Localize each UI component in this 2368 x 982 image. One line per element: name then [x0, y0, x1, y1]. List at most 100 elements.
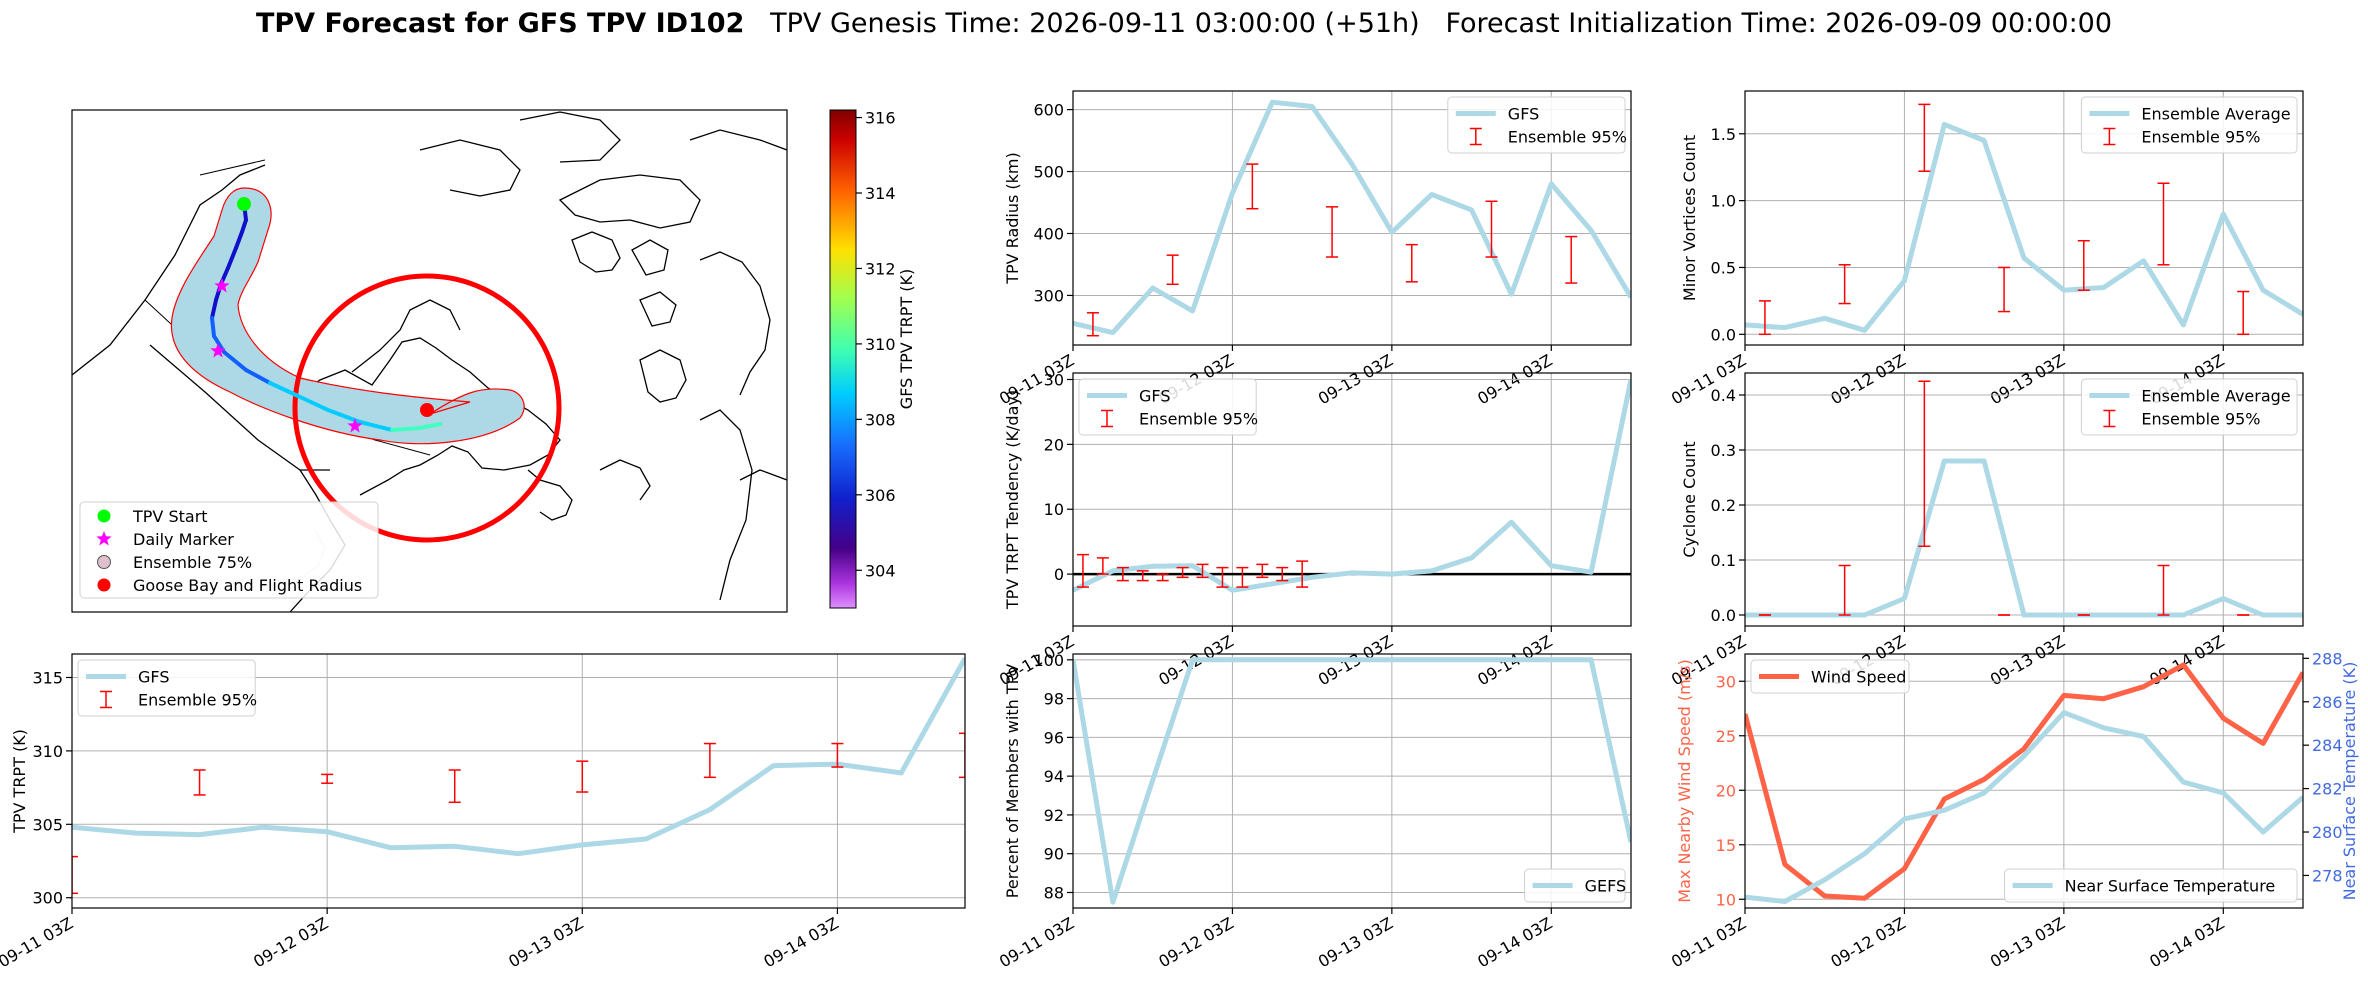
plot-area	[72, 657, 965, 895]
coastline	[519, 111, 621, 163]
plot-area	[1073, 657, 1631, 905]
plot-area	[1745, 662, 2303, 904]
legend-daily-marker-icon	[96, 531, 112, 546]
coastline	[739, 469, 787, 481]
coastline	[419, 139, 521, 197]
series-line-gfs	[72, 657, 965, 857]
legend-label: TPV Start	[132, 507, 208, 526]
error-bar	[1136, 570, 1149, 582]
y2-tick-label: 288	[2312, 649, 2343, 668]
series-line-near-surface-temperature	[1745, 710, 2303, 904]
y-axis-label: Max Nearby Wind Speed (m/s)	[1675, 659, 1694, 902]
track-segment	[222, 350, 248, 372]
y-tick-label: 500	[1033, 163, 1064, 182]
legend-box	[1750, 659, 1910, 694]
colorbar-tick-label: 310	[865, 335, 896, 354]
legend-ensemble-icon	[97, 555, 111, 569]
error-bar	[1166, 254, 1179, 286]
y-tick-label: 92	[1044, 806, 1064, 825]
error-bar	[72, 855, 78, 895]
error-bar	[1236, 566, 1249, 588]
error-bar	[1176, 566, 1189, 579]
legend-label: Ensemble 95%	[138, 691, 257, 710]
y-axis-label: Cyclone Count	[1680, 441, 1699, 557]
legend-label: Daily Marker	[133, 530, 234, 549]
error-bar	[1096, 557, 1109, 575]
error-bar	[1485, 200, 1498, 258]
axes-frame	[71, 653, 966, 909]
x-tick-label: 09-12 03Z	[1827, 913, 1908, 971]
coastline	[351, 299, 461, 373]
y-tick-label: 20	[1044, 435, 1064, 454]
error-bar	[1256, 563, 1269, 579]
y-tick-label: 20	[1716, 781, 1736, 800]
error-bar	[1405, 243, 1418, 283]
error-bar	[2157, 182, 2170, 266]
map-legend: TPV Start Daily Marker Ensemble 75% Goose B…	[79, 501, 379, 599]
y-tick-label: 600	[1033, 101, 1064, 120]
colorbar-tick-label: 312	[865, 259, 896, 278]
legend: Ensemble Average Ensemble 95%	[2080, 96, 2298, 154]
error-bar	[1296, 560, 1309, 588]
y-axis-label: TPV TRPT (K)	[10, 729, 29, 834]
colorbar-tick-label: 304	[865, 561, 896, 580]
y-tick-label: 0.2	[1711, 496, 1736, 515]
legend-label: GFS	[1508, 105, 1539, 124]
legend: Ensemble Average Ensemble 95%	[2080, 378, 2298, 436]
daily-marker-star	[214, 278, 230, 293]
track-segment	[358, 420, 394, 432]
track-segment	[234, 230, 244, 250]
coastline	[558, 174, 701, 229]
track-segment	[390, 426, 422, 432]
legend-box	[79, 501, 379, 599]
daily-marker-star	[347, 418, 363, 433]
y-tick-label: 305	[32, 815, 63, 834]
error-bar	[1998, 266, 2011, 313]
error-bar	[1918, 103, 1931, 172]
series-line-gefs	[1073, 657, 1631, 905]
error-bar	[1758, 300, 1771, 336]
flight-radius-circle	[292, 273, 562, 543]
legend-label: Ensemble 75%	[133, 553, 252, 572]
legend: GEFS	[1524, 868, 1626, 903]
legend-label: Goose Bay and Flight Radius	[133, 576, 362, 595]
legend-label: Ensemble 95%	[1139, 410, 1258, 429]
x-tick-label: 09-14 03Z	[2146, 913, 2227, 971]
legend-label: GFS	[1139, 387, 1170, 406]
y2-tick-label: 280	[2312, 823, 2343, 842]
track-segment	[244, 368, 272, 385]
error-bar	[1276, 566, 1289, 582]
legend: GFS Ensemble 95%	[1078, 378, 1258, 436]
figure-title: TPV Forecast for GFS TPV ID102 TPV Genes…	[0, 8, 2368, 39]
axes-frame	[1744, 372, 2304, 627]
y-tick-label: 400	[1033, 224, 1064, 243]
axes-frame	[1744, 653, 2304, 909]
plot-area	[1073, 99, 1631, 337]
ensemble-75-envelope	[170, 187, 525, 445]
x-tick-label: 09-13 03Z	[1987, 913, 2068, 971]
error-bar	[193, 769, 206, 796]
y-tick-label: 310	[32, 742, 63, 761]
y-tick-label: 1.5	[1711, 125, 1736, 144]
y-tick-label: 94	[1044, 767, 1064, 786]
y2-tick-label: 284	[2312, 736, 2343, 755]
genesis-time: TPV Genesis Time: 2026-09-11 03:00:00 (+…	[770, 8, 1420, 39]
axes-frame	[1072, 653, 1632, 909]
error-bar	[1216, 566, 1229, 588]
coastline	[699, 409, 753, 601]
legend-label: Ensemble 95%	[2141, 410, 2260, 429]
y-tick-label: 98	[1044, 690, 1064, 709]
y-tick-label: 0.1	[1711, 551, 1736, 570]
y-tick-label: 100	[1033, 651, 1064, 670]
colorbar-tick-label: 314	[865, 184, 896, 203]
coastline	[304, 337, 561, 496]
init-time: Forecast Initialization Time: 2026-09-09…	[1445, 8, 2113, 39]
legend-box	[2004, 868, 2298, 903]
series-line-gfs	[1073, 378, 1631, 593]
error-bar	[448, 769, 461, 804]
legend-goose-bay-icon	[97, 578, 111, 592]
error-bar	[1196, 563, 1209, 579]
